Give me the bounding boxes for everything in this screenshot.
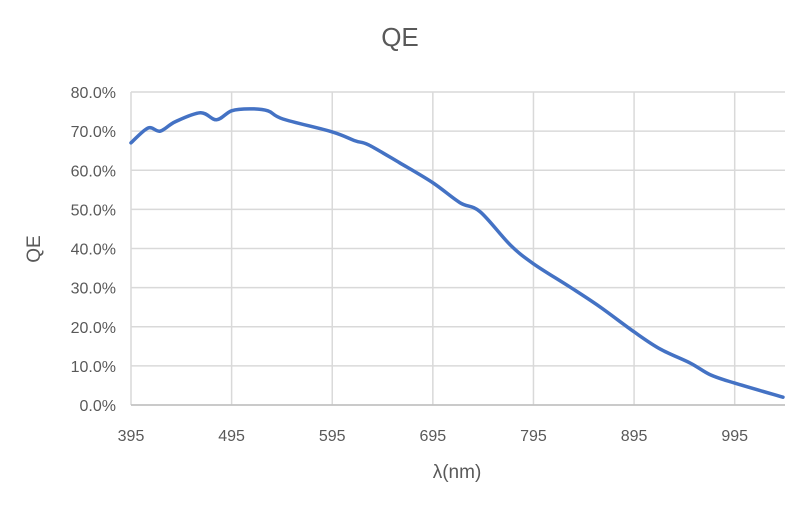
x-tick-label: 995 — [721, 428, 748, 445]
x-tick-label: 495 — [218, 428, 245, 445]
y-tick-label: 80.0% — [71, 85, 116, 102]
x-tick-label: 395 — [118, 428, 145, 445]
x-tick-label: 695 — [419, 428, 446, 445]
y-tick-label: 40.0% — [71, 242, 116, 259]
y-tick-label: 70.0% — [71, 124, 116, 141]
y-tick-label: 30.0% — [71, 281, 116, 298]
qe-series-line — [129, 107, 785, 399]
x-axis-label: λ(nm) — [433, 462, 482, 483]
grid — [130, 91, 785, 406]
y-tick-label: 50.0% — [71, 202, 116, 219]
y-tick-label: 10.0% — [71, 359, 116, 376]
chart-title: QE — [381, 22, 419, 52]
y-tick-labels: 0.0% 10.0% 20.0% 30.0% 40.0% 50.0% 60.0% 70.0% 8… — [71, 85, 116, 415]
x-tick-label: 795 — [520, 428, 547, 445]
x-tick-label: 895 — [621, 428, 648, 445]
y-tick-label: 0.0% — [80, 398, 116, 415]
x-tick-labels: 395 495 595 695 795 895 995 — [118, 428, 748, 445]
x-tick-label: 595 — [319, 428, 346, 445]
y-tick-label: 20.0% — [71, 320, 116, 337]
y-tick-label: 60.0% — [71, 163, 116, 180]
y-axis-label: QE — [24, 235, 45, 262]
